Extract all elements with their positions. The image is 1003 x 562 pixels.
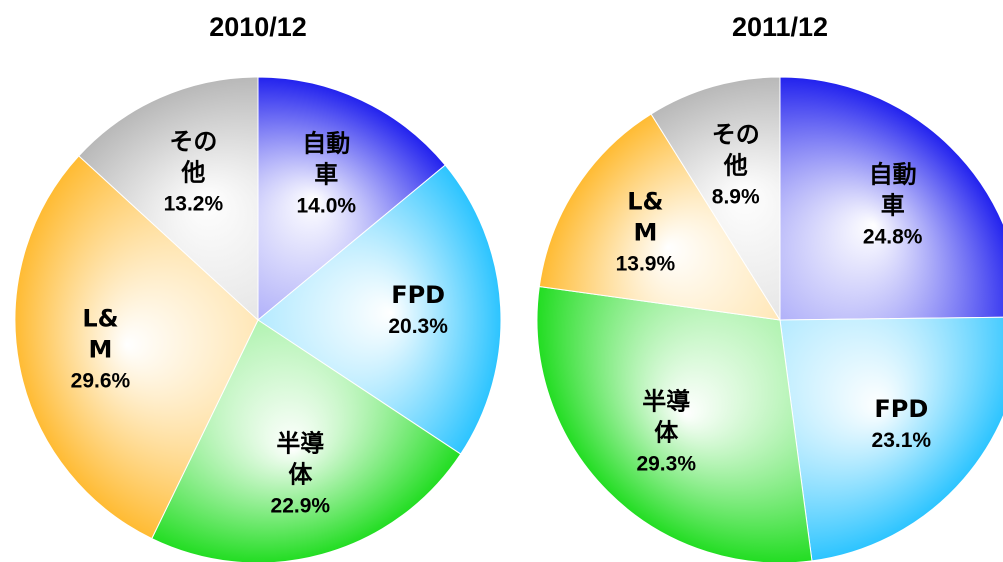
pie-slice	[650, 76, 781, 322]
slice-label: 半導体 29.3%	[636, 387, 696, 480]
category-label: 自動車	[868, 160, 917, 220]
slice-label: その他 13.2%	[164, 127, 224, 220]
slice-label: L&M 13.9%	[616, 186, 676, 279]
value-label: 20.3%	[388, 315, 448, 339]
chart-title: 2011/12	[731, 12, 829, 42]
slice-label: FPD 20.3%	[388, 280, 448, 342]
pie-slice	[14, 155, 259, 540]
category-label: L&M	[627, 187, 664, 247]
pie-slice	[779, 316, 1003, 562]
pie-slice	[779, 76, 1003, 321]
slice-label: その他 8.9%	[708, 119, 764, 212]
category-label: 半導体	[276, 429, 325, 489]
value-label: 14.0%	[296, 194, 357, 218]
value-label: 8.9%	[711, 185, 760, 209]
category-label: 半導体	[642, 387, 691, 447]
pie-slice	[257, 76, 446, 322]
slice-label: 自動車 24.8%	[863, 159, 923, 252]
slice-label: L&M 29.6%	[71, 304, 131, 397]
category-label: その他	[169, 127, 218, 187]
pie-slice	[78, 76, 259, 322]
value-label: 24.8%	[862, 225, 923, 249]
slice-label: 半導体 22.9%	[271, 428, 331, 521]
value-label: 29.6%	[70, 369, 131, 393]
value-label: 23.1%	[871, 428, 932, 452]
pie-slice	[257, 164, 502, 455]
value-label: 13.2%	[163, 192, 224, 216]
category-label: その他	[711, 120, 760, 180]
category-label: L&M	[82, 304, 119, 364]
category-label: 自動車	[302, 129, 351, 189]
chart-title: 2010/12	[209, 12, 307, 42]
value-label: 13.9%	[615, 252, 676, 276]
value-label: 29.3%	[636, 452, 696, 476]
value-label: 22.9%	[270, 494, 331, 518]
category-label: FPD	[874, 394, 929, 423]
category-label: FPD	[391, 281, 446, 310]
slice-label: FPD 23.1%	[872, 394, 932, 456]
slice-label: 自動車 14.0%	[297, 128, 357, 221]
pie-slice	[538, 113, 781, 321]
